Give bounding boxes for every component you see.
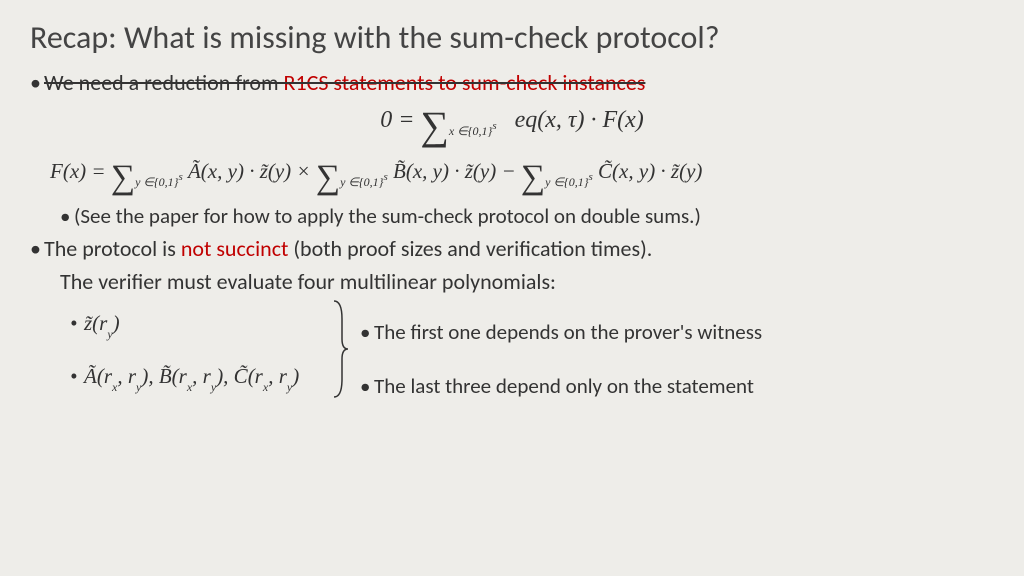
poly-abc: Ã(rx, ry), B̃(rx, ry), C̃(rx, ry) bbox=[70, 364, 330, 395]
note-statement: The last three depend only on the statem… bbox=[360, 373, 994, 399]
brace-icon bbox=[330, 303, 350, 427]
equation-2: F(x) = ∑y ∈{0,1}s Ã(x, y) · z̃(y) × ∑y ∈… bbox=[50, 159, 994, 197]
bullet-succinct: The protocol is not succinct (both proof… bbox=[30, 235, 994, 262]
equation-1: 0 = ∑x ∈{0,1}s eq(x, τ) · F(x) bbox=[30, 102, 994, 149]
note-witness: The first one depends on the prover's wi… bbox=[360, 319, 994, 345]
verifier-line: The verifier must evaluate four multilin… bbox=[60, 268, 994, 295]
poly-z: z̃(ry) bbox=[70, 311, 330, 342]
paper-note: (See the paper for how to apply the sum-… bbox=[60, 203, 994, 229]
bullet-reduction: We need a reduction from R1CS statements… bbox=[30, 69, 994, 96]
slide-title: Recap: What is missing with the sum-chec… bbox=[30, 18, 994, 57]
